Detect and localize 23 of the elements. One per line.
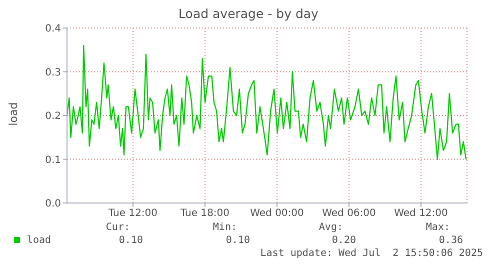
x-tick-label: Wed 00:00 — [250, 208, 304, 220]
text: 0.36 — [438, 235, 463, 246]
y-tick-label: 0.2 — [45, 111, 61, 122]
y-tick-label: 0.1 — [45, 154, 61, 166]
y-tick-label: 0.0 — [45, 198, 61, 210]
y-tick-label: 0.3 — [45, 67, 61, 78]
text: Min: — [212, 222, 237, 233]
text: 0.10 — [118, 235, 143, 246]
text: Cur: — [104, 222, 130, 233]
legend-label: load — [26, 235, 52, 246]
y-axis-title: load — [7, 101, 21, 128]
y-tick-label: 0.4 — [45, 24, 61, 35]
line-series — [67, 44, 467, 160]
x-tick-label: Wed 06:00 — [322, 208, 376, 220]
chart-title: Load average - by day — [178, 6, 320, 21]
text: Avg: — [318, 222, 343, 233]
text: Max: — [424, 222, 450, 233]
text: 0.10 — [224, 235, 250, 246]
x-tick-label: Wed 12:00 — [394, 208, 448, 220]
x-tick-label: Tue 18:00 — [179, 208, 230, 220]
text: Last update: Wed Jul 2 15:50:06 2025 — [260, 248, 483, 259]
x-tick-label: Tue 12:00 — [107, 208, 158, 220]
text: 0.20 — [330, 235, 356, 246]
